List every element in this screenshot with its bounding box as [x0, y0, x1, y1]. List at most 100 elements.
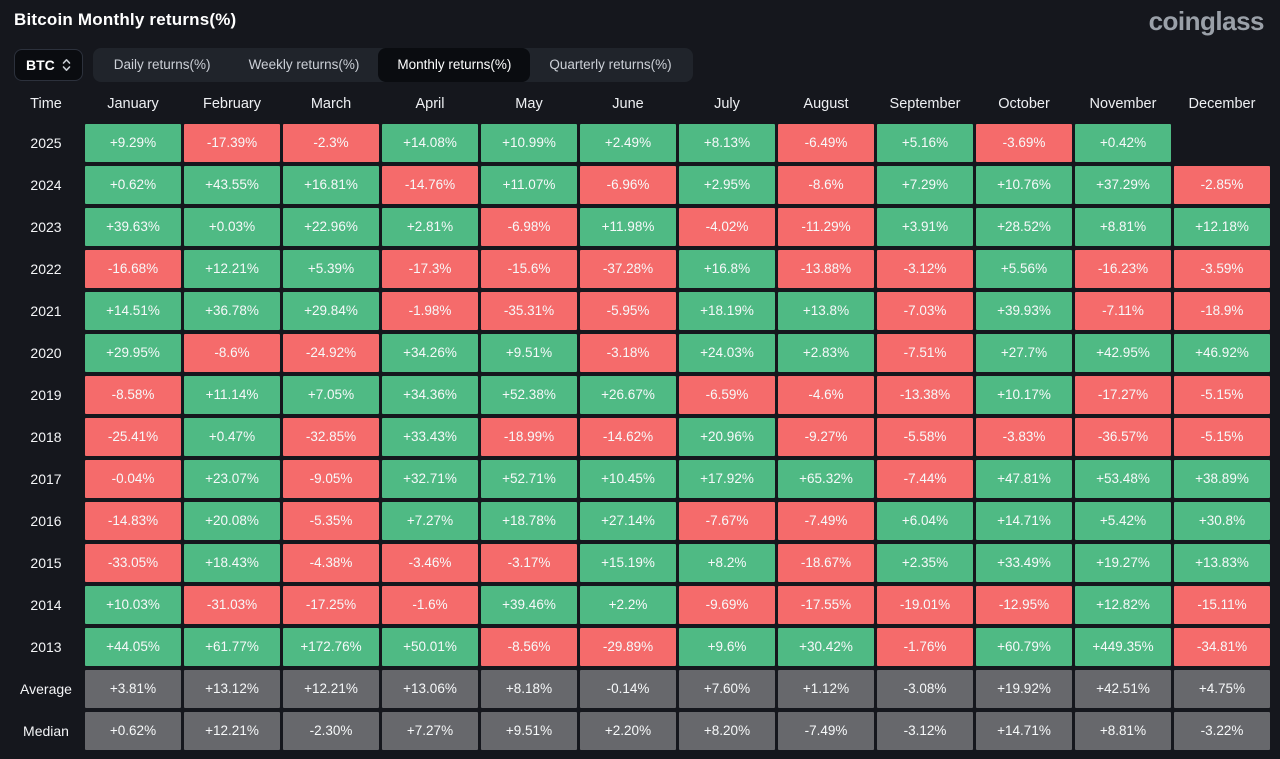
return-cell: -17.25%: [283, 586, 379, 624]
symbol-select-value: BTC: [26, 57, 55, 73]
return-cell: +20.96%: [679, 418, 775, 456]
return-cell: -31.03%: [184, 586, 280, 624]
return-cell: +8.13%: [679, 124, 775, 162]
return-cell: -3.59%: [1174, 250, 1270, 288]
return-cell: +8.2%: [679, 544, 775, 582]
return-cell: +8.81%: [1075, 712, 1171, 750]
return-cell: -17.3%: [382, 250, 478, 288]
return-cell: +61.77%: [184, 628, 280, 666]
tab-monthly-returns[interactable]: Monthly returns(%): [378, 48, 531, 82]
return-cell: -14.83%: [85, 502, 181, 540]
return-cell: +44.05%: [85, 628, 181, 666]
row-label: 2013: [30, 639, 62, 655]
return-cell: +0.62%: [85, 166, 181, 204]
return-cell: -25.41%: [85, 418, 181, 456]
return-cell: +5.56%: [976, 250, 1072, 288]
month-column-header: September: [889, 96, 961, 112]
row-label: 2018: [30, 429, 62, 445]
return-cell: +39.93%: [976, 292, 1072, 330]
row-label: Median: [23, 723, 69, 739]
month-column-header: June: [612, 96, 644, 112]
returns-table: Time January February March April May June July…: [10, 92, 1270, 750]
return-cell: +0.47%: [184, 418, 280, 456]
page-title: Bitcoin Monthly returns(%): [14, 10, 237, 29]
return-cell: -7.49%: [778, 502, 874, 540]
return-cell: -15.11%: [1174, 586, 1270, 624]
return-cell: +33.43%: [382, 418, 478, 456]
return-cell: +12.21%: [283, 670, 379, 708]
tab-quarterly-returns[interactable]: Quarterly returns(%): [549, 57, 672, 72]
return-cell: +2.35%: [877, 544, 973, 582]
return-cell: +27.7%: [976, 334, 1072, 372]
return-cell: +20.08%: [184, 502, 280, 540]
return-cell: +2.20%: [580, 712, 676, 750]
row-label: Average: [20, 681, 72, 697]
return-cell: +14.51%: [85, 292, 181, 330]
month-column-header: March: [310, 96, 352, 112]
return-cell: +13.12%: [184, 670, 280, 708]
symbol-select[interactable]: BTC: [14, 49, 83, 81]
return-cell: +50.01%: [382, 628, 478, 666]
return-cell: +30.8%: [1174, 502, 1270, 540]
return-cell: +2.49%: [580, 124, 676, 162]
return-cell: -9.69%: [679, 586, 775, 624]
return-cell: +29.95%: [85, 334, 181, 372]
return-cell: +5.16%: [877, 124, 973, 162]
return-cell: +0.62%: [85, 712, 181, 750]
return-cell: +1.12%: [778, 670, 874, 708]
month-column-header: January: [107, 96, 159, 112]
return-cell: +9.51%: [481, 334, 577, 372]
return-cell: +19.27%: [1075, 544, 1171, 582]
return-cell: -24.92%: [283, 334, 379, 372]
return-cell: -6.59%: [679, 376, 775, 414]
return-cell: -7.11%: [1075, 292, 1171, 330]
return-cell: +12.82%: [1075, 586, 1171, 624]
row-label: 2024: [30, 177, 62, 193]
time-column-header: Time: [30, 96, 62, 112]
return-cell: +26.67%: [580, 376, 676, 414]
return-cell: -3.22%: [1174, 712, 1270, 750]
return-cell: +14.71%: [976, 502, 1072, 540]
return-cell: +12.21%: [184, 250, 280, 288]
return-cell: +4.75%: [1174, 670, 1270, 708]
return-cell: -4.38%: [283, 544, 379, 582]
return-cell: -1.76%: [877, 628, 973, 666]
return-cell: +3.81%: [85, 670, 181, 708]
return-cell: +32.71%: [382, 460, 478, 498]
return-cell: +0.03%: [184, 208, 280, 246]
return-cell: -12.95%: [976, 586, 1072, 624]
return-cell: -3.12%: [877, 712, 973, 750]
return-cell: -7.51%: [877, 334, 973, 372]
return-cell: -7.44%: [877, 460, 973, 498]
row-label: 2015: [30, 555, 62, 571]
row-label: 2016: [30, 513, 62, 529]
return-cell: -18.9%: [1174, 292, 1270, 330]
row-label: 2022: [30, 261, 62, 277]
return-cell: -6.49%: [778, 124, 874, 162]
return-cell: -1.98%: [382, 292, 478, 330]
return-cell: +7.60%: [679, 670, 775, 708]
return-cell: +449.35%: [1075, 628, 1171, 666]
return-cell: +28.52%: [976, 208, 1072, 246]
month-column-header: May: [515, 96, 543, 112]
return-cell: -36.57%: [1075, 418, 1171, 456]
return-cell: -5.35%: [283, 502, 379, 540]
coinglass-logo[interactable]: coinglass: [1148, 6, 1265, 36]
controls-bar: BTC Daily returns(%) Weekly returns(%) M…: [14, 48, 1266, 82]
return-cell: -5.15%: [1174, 376, 1270, 414]
return-cell: +30.42%: [778, 628, 874, 666]
return-cell: -19.01%: [877, 586, 973, 624]
return-cell: +7.29%: [877, 166, 973, 204]
return-cell: +0.42%: [1075, 124, 1171, 162]
return-cell: +10.03%: [85, 586, 181, 624]
return-cell: +23.07%: [184, 460, 280, 498]
month-column-header: October: [998, 96, 1050, 112]
return-cell: -5.15%: [1174, 418, 1270, 456]
return-cell: +60.79%: [976, 628, 1072, 666]
return-cell: +34.26%: [382, 334, 478, 372]
tab-weekly-returns[interactable]: Weekly returns(%): [248, 57, 360, 72]
return-cell: -0.14%: [580, 670, 676, 708]
return-cell: +52.38%: [481, 376, 577, 414]
return-cell: +27.14%: [580, 502, 676, 540]
tab-daily-returns[interactable]: Daily returns(%): [113, 57, 211, 72]
